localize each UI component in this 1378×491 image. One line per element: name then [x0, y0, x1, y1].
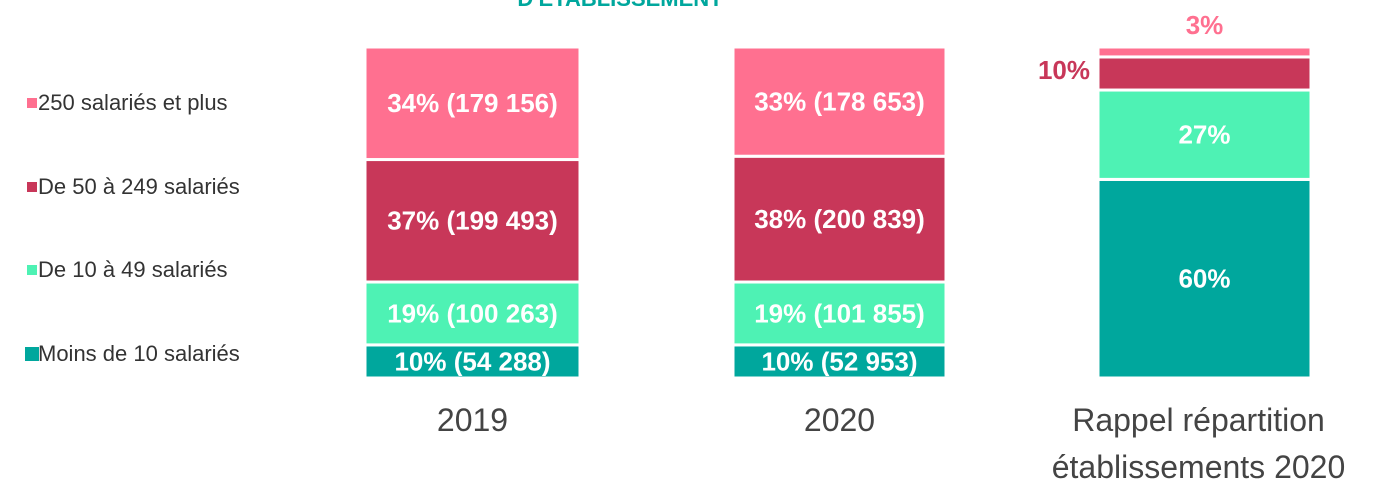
data-label: 3% [1186, 10, 1224, 40]
legend-marker [25, 347, 39, 361]
x-tick-label: 2019 [436, 402, 509, 438]
bar-segment [1096, 177, 1313, 380]
data-label: 10% [1038, 55, 1090, 85]
bar-segment [731, 154, 948, 284]
chart-title: D'ÉTABLISSEMENT [517, 0, 723, 11]
x-tick-label: 2020 [803, 402, 876, 438]
bar-segment [731, 45, 948, 158]
legend-label: Moins de 10 salariés [38, 341, 240, 366]
legend-marker [27, 265, 37, 275]
bar-segment [1096, 55, 1313, 92]
page: D'ÉTABLISSEMENT 10% (54 288) 19% (100 263… [25, 0, 1346, 485]
legend-marker [27, 182, 37, 192]
data-label: 60% [1178, 264, 1230, 294]
data-label: 10% (52 953) [761, 346, 917, 376]
legend-marker [27, 98, 37, 108]
data-label: 27% [1178, 120, 1230, 150]
bar-segment [1096, 45, 1313, 59]
data-label: 34% (179 156) [387, 88, 558, 118]
legend-label: 250 salariés et plus [38, 90, 228, 115]
chart: D'ÉTABLISSEMENT 10% (54 288) 19% (100 263… [25, 0, 1313, 380]
bar-segment [363, 158, 582, 284]
data-label: 33% (178 653) [754, 86, 925, 116]
data-label: 38% (200 839) [754, 204, 925, 234]
legend-label: De 50 à 249 salariés [38, 174, 240, 199]
data-label: 19% (100 263) [387, 298, 558, 328]
data-label: 10% (54 288) [394, 346, 550, 376]
legend-label: De 10 à 49 salariés [38, 257, 228, 282]
bar-segment [363, 280, 582, 347]
data-label: 19% (101 855) [754, 298, 925, 328]
data-label: 37% (199 493) [387, 206, 558, 236]
bar-segment [363, 45, 582, 162]
